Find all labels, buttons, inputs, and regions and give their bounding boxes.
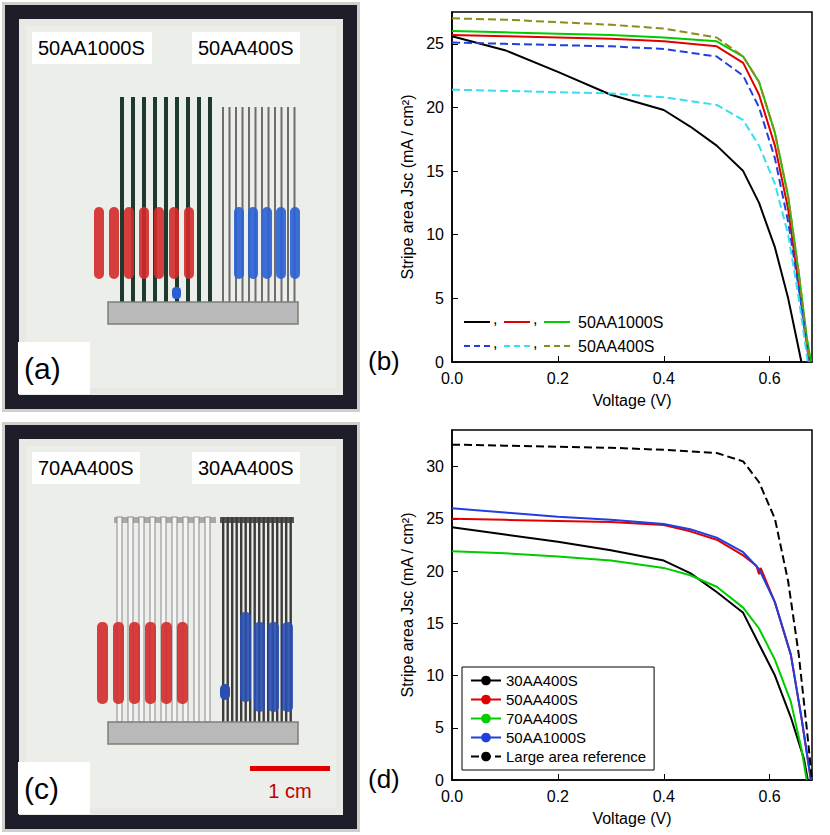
- svg-text:70AA400S: 70AA400S: [506, 710, 578, 727]
- svg-text:,: ,: [493, 310, 497, 327]
- svg-text:15: 15: [426, 615, 444, 632]
- svg-text:0: 0: [435, 354, 444, 371]
- svg-text:Voltage (V): Voltage (V): [592, 810, 671, 827]
- svg-text:0.6: 0.6: [759, 370, 781, 387]
- svg-text:1 cm: 1 cm: [268, 780, 311, 802]
- svg-text:0.4: 0.4: [653, 370, 675, 387]
- svg-text:30: 30: [426, 458, 444, 475]
- svg-text:50AA400S: 50AA400S: [578, 338, 655, 355]
- svg-text:Large area reference: Large area reference: [506, 748, 646, 765]
- svg-text:25: 25: [426, 35, 444, 52]
- svg-text:(b): (b): [368, 346, 400, 376]
- svg-text:(c): (c): [24, 772, 59, 805]
- svg-text:30AA400S: 30AA400S: [506, 672, 578, 689]
- svg-text:25: 25: [426, 510, 444, 527]
- svg-text:5: 5: [435, 290, 444, 307]
- svg-text:0.0: 0.0: [441, 370, 463, 387]
- svg-text:70AA400S: 70AA400S: [38, 457, 134, 479]
- svg-text:,: ,: [493, 334, 497, 351]
- svg-text:10: 10: [426, 667, 444, 684]
- svg-text:,: ,: [533, 334, 537, 351]
- svg-text:20: 20: [426, 563, 444, 580]
- svg-text:Voltage (V): Voltage (V): [592, 392, 671, 409]
- svg-text:5: 5: [435, 719, 444, 736]
- svg-text:(d): (d): [368, 764, 400, 794]
- svg-text:0.2: 0.2: [547, 370, 569, 387]
- svg-text:50AA1000S: 50AA1000S: [506, 729, 586, 746]
- svg-text:(a): (a): [24, 352, 61, 385]
- svg-text:Stripe area Jsc (mA / cm²): Stripe area Jsc (mA / cm²): [399, 513, 416, 698]
- svg-text:0.2: 0.2: [547, 788, 569, 805]
- svg-text:15: 15: [426, 163, 444, 180]
- svg-text:0.4: 0.4: [653, 788, 675, 805]
- svg-text:50AA1000S: 50AA1000S: [578, 314, 663, 331]
- svg-text:Stripe area Jsc (mA / cm²): Stripe area Jsc (mA / cm²): [399, 95, 416, 280]
- svg-text:30AA400S: 30AA400S: [198, 457, 294, 479]
- svg-text:0.0: 0.0: [441, 788, 463, 805]
- svg-text:50AA1000S: 50AA1000S: [38, 37, 145, 59]
- svg-text:,: ,: [533, 310, 537, 327]
- svg-text:10: 10: [426, 226, 444, 243]
- svg-text:0.6: 0.6: [759, 788, 781, 805]
- svg-text:50AA400S: 50AA400S: [198, 37, 294, 59]
- svg-text:20: 20: [426, 99, 444, 116]
- svg-text:50AA400S: 50AA400S: [506, 691, 578, 708]
- svg-text:0: 0: [435, 772, 444, 789]
